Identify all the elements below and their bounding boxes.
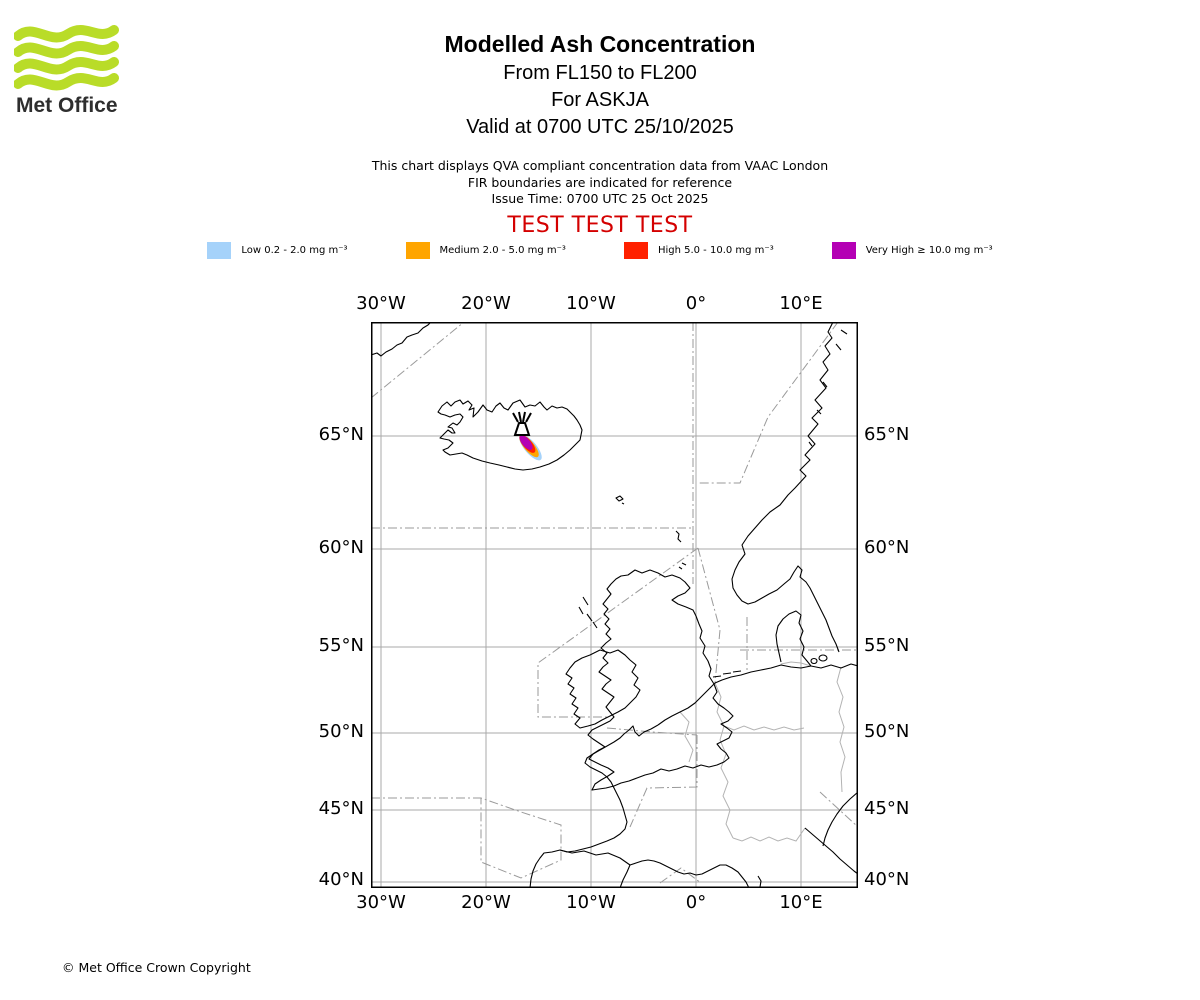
legend-label-low: Low 0.2 - 2.0 mg m⁻³ — [241, 245, 348, 256]
y-tick-left-50n: 50°N — [318, 721, 364, 742]
met-office-logo: Met Office — [13, 24, 124, 118]
legend-item-low: Low 0.2 - 2.0 mg m⁻³ — [207, 242, 348, 259]
coast-hebrides — [578, 596, 598, 629]
coast-frisian-islands — [712, 670, 742, 678]
coast-iceland — [437, 399, 583, 471]
coastlines — [370, 321, 859, 889]
ash-plume — [519, 434, 542, 461]
coast-faroe-islands — [615, 495, 625, 505]
coast-denmark — [775, 610, 812, 667]
info-line-qva: This chart displays QVA compliant concen… — [371, 158, 829, 173]
coast-croatia — [822, 791, 859, 847]
info-line-fir: FIR boundaries are indicated for referen… — [467, 174, 733, 190]
y-tick-right-45n: 45°N — [864, 798, 910, 819]
page-title: Modelled Ash Concentration — [444, 31, 756, 57]
map-panel — [370, 321, 859, 889]
coast-ireland — [565, 649, 641, 729]
legend-item-medium: Medium 2.0 - 5.0 mg m⁻³ — [405, 242, 566, 259]
legend-item-high: High 5.0 - 10.0 mg m⁻³ — [623, 242, 774, 259]
x-tick-top-0: 0° — [685, 293, 707, 314]
legend-label-medium: Medium 2.0 - 5.0 mg m⁻³ — [439, 245, 566, 256]
x-tick-bottom-10e: 10°E — [779, 892, 823, 913]
legend-swatch-medium — [405, 242, 430, 259]
met-office-logo-graphic: Met Office — [13, 25, 119, 117]
map-canvas — [370, 321, 859, 889]
copyright-notice: © Met Office Crown Copyright — [62, 960, 251, 975]
y-tick-left-60n: 60°N — [318, 537, 364, 558]
header: Modelled Ash Concentration From FL150 to… — [0, 28, 1200, 141]
logo-wordmark: Met Office — [16, 94, 118, 117]
legend-swatch-low — [207, 242, 232, 259]
x-tick-bottom-10w: 10°W — [566, 892, 616, 913]
concentration-legend: Low 0.2 - 2.0 mg m⁻³ Medium 2.0 - 5.0 mg… — [0, 242, 1200, 259]
subtitle-flight-levels: From FL150 to FL200 — [503, 62, 697, 84]
test-banner: TEST TEST TEST — [507, 213, 693, 238]
coast-mediterranean — [619, 859, 750, 889]
map-frame — [371, 322, 858, 888]
y-tick-right-40n: 40°N — [864, 869, 910, 890]
subtitle-volcano: For ASKJA — [551, 89, 649, 111]
volcano-marker-icon — [512, 411, 532, 436]
x-tick-bottom-0: 0° — [685, 892, 707, 913]
coast-italy-east — [804, 827, 859, 875]
legend-label-very-high: Very High ≥ 10.0 mg m⁻³ — [865, 245, 993, 256]
coast-baltic — [810, 663, 859, 669]
y-tick-left-55n: 55°N — [318, 635, 364, 656]
x-tick-top-20w: 20°W — [461, 293, 511, 314]
y-tick-left-45n: 45°N — [318, 798, 364, 819]
coast-orkney — [678, 562, 687, 570]
y-tick-right-65n: 65°N — [864, 424, 910, 445]
legend-swatch-high — [623, 242, 648, 259]
coast-continental-north — [657, 664, 812, 726]
info-line-issue-time: Issue Time: 0700 UTC 25 Oct 2025 — [491, 191, 709, 206]
x-tick-top-10w: 10°W — [566, 293, 616, 314]
legend-label-high: High 5.0 - 10.0 mg m⁻³ — [657, 245, 774, 256]
subtitle-valid-time: Valid at 0700 UTC 25/10/2025 — [466, 116, 734, 138]
legend-swatch-very-high — [831, 242, 856, 259]
x-tick-bottom-20w: 20°W — [461, 892, 511, 913]
x-tick-top-10e: 10°E — [779, 293, 823, 314]
coast-corsica — [757, 875, 762, 888]
x-tick-bottom-30w: 30°W — [356, 892, 406, 913]
info-block: This chart displays QVA compliant concen… — [0, 158, 1200, 208]
latlon-grid — [371, 322, 858, 888]
coast-zealand — [818, 654, 828, 662]
legend-item-very-high: Very High ≥ 10.0 mg m⁻³ — [831, 242, 993, 259]
coast-shetland — [675, 530, 682, 543]
y-tick-right-55n: 55°N — [864, 635, 910, 656]
plume-very-high-contour — [519, 435, 533, 450]
coast-norway-islands — [808, 329, 848, 447]
coast-great-britain — [587, 569, 734, 791]
border-pyrenees — [559, 849, 631, 866]
y-tick-right-50n: 50°N — [864, 721, 910, 742]
coast-funen — [810, 657, 818, 665]
coast-greenland — [370, 321, 432, 357]
x-tick-top-30w: 30°W — [356, 293, 406, 314]
y-tick-left-40n: 40°N — [318, 869, 364, 890]
coast-norway — [731, 321, 840, 653]
y-tick-right-60n: 60°N — [864, 537, 910, 558]
logo-waves-icon — [13, 25, 119, 91]
fir-boundaries — [370, 321, 859, 884]
country-borders — [679, 661, 846, 842]
y-tick-left-65n: 65°N — [318, 424, 364, 445]
